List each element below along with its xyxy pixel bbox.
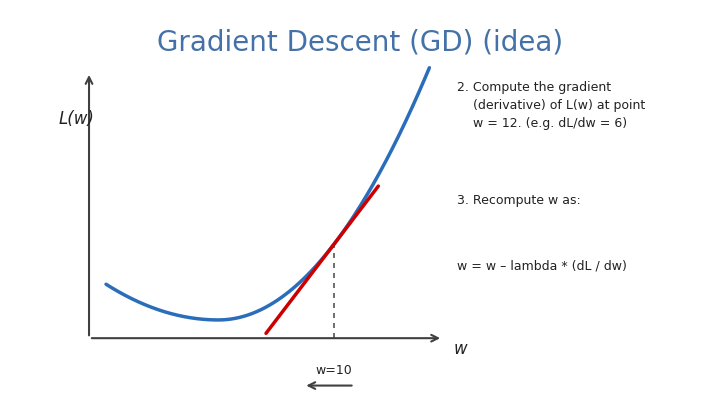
- Text: Gradient Descent (GD) (idea): Gradient Descent (GD) (idea): [157, 28, 563, 56]
- Text: L(w): L(w): [58, 111, 94, 128]
- Text: w=10: w=10: [315, 364, 353, 377]
- Text: 3. Recompute w as:: 3. Recompute w as:: [457, 194, 581, 207]
- Text: 2. Compute the gradient
    (derivative) of L(w) at point
    w = 12. (e.g. dL/d: 2. Compute the gradient (derivative) of …: [457, 81, 645, 130]
- Text: w = w – lambda * (dL / dw): w = w – lambda * (dL / dw): [457, 259, 627, 272]
- Text: w: w: [453, 340, 467, 358]
